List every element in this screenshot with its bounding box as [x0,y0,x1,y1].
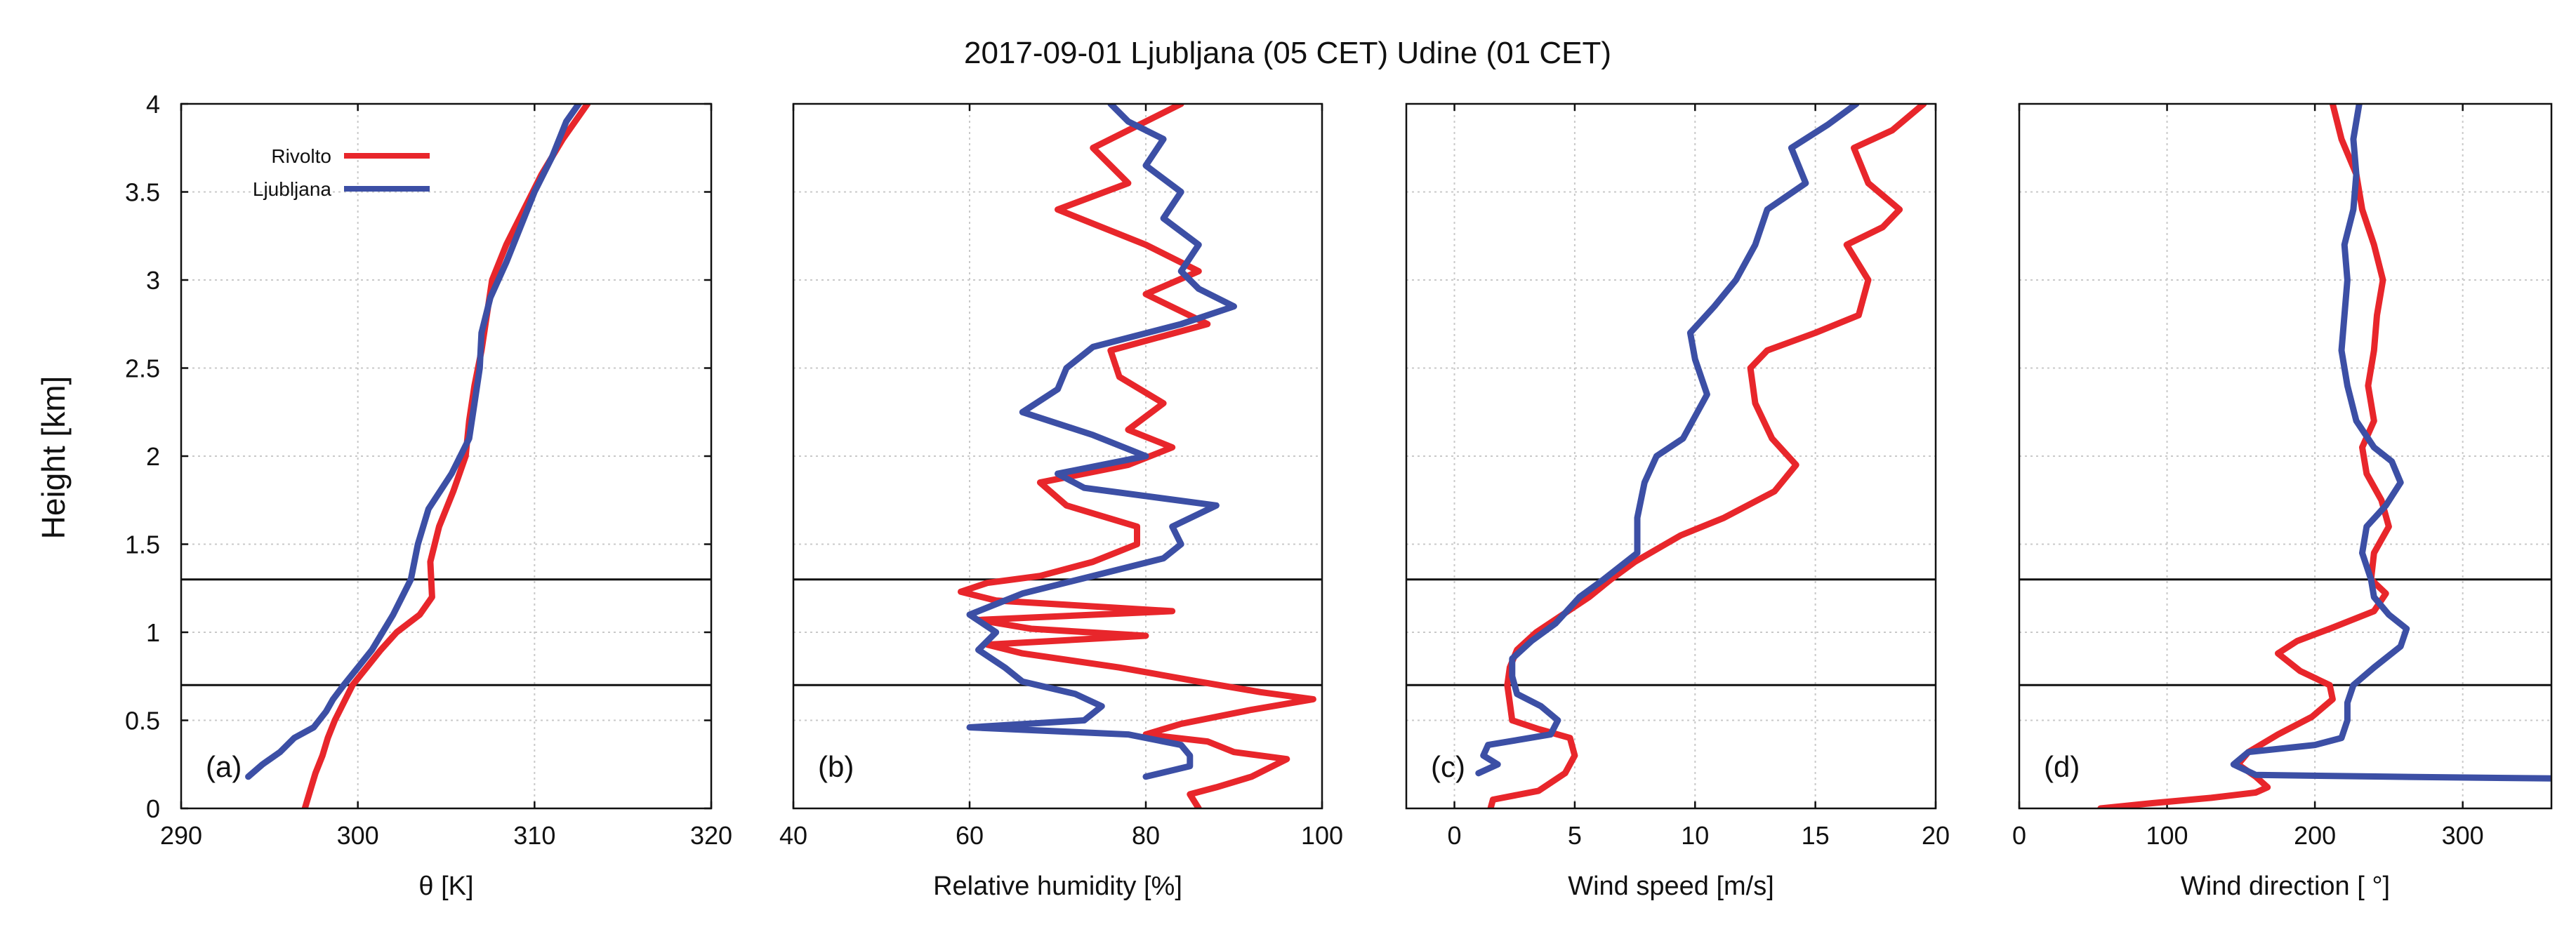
series-rivolto-line [1487,104,1927,808]
panel-3: 0 100 200 300 (d) Wind direction [ °] [2012,102,2553,901]
x-tick-label: 300 [337,821,379,850]
x-axis-label: Relative humidity [%] [933,872,1182,901]
figure-title: 2017-09-01 Ljubljana (05 CET) Udine (01 … [964,36,1611,70]
x-axis-label: Wind direction [ °] [2181,872,2390,901]
x-tick-label: 20 [1922,821,1950,850]
series-rivolto-line [958,104,1316,808]
x-tick-label: 10 [1681,821,1709,850]
series-rivolto-line [301,104,591,808]
series-ljubljana-line [1475,104,1860,777]
x-tick-label: 80 [1132,821,1160,850]
x-tick-label: 0 [2012,821,2026,850]
x-axis-label: θ [K] [418,872,473,901]
x-tick-label: 40 [779,821,807,850]
x-tick-label: 320 [690,821,732,850]
x-tick-label: 290 [160,821,202,850]
panel-label: (c) [1431,750,1465,783]
x-tick-label: 300 [2442,821,2484,850]
y-tick-label: 0 [146,794,160,823]
y-tick-label: 2 [146,442,160,471]
y-tick-label: 4 [146,90,160,119]
series-ljubljana-line [2230,104,2551,782]
y-tick-label: 3.5 [125,178,160,207]
x-tick-label: 200 [2294,821,2336,850]
panel-label: (b) [818,750,854,783]
plot-frame [2018,102,2553,810]
plot-frame [1405,102,1937,810]
y-tick-label: 1 [146,618,160,647]
y-tick-label: 3 [146,266,160,295]
x-tick-label: 5 [1568,821,1582,850]
y-axis-label: Height [km] [35,376,72,540]
plot-frame [792,102,1323,810]
plot-frame [180,102,713,810]
series-ljubljana-line [245,104,582,780]
y-tick-label: 0.5 [125,707,160,735]
series-ljubljana-line [966,104,1237,780]
x-tick-label: 60 [956,821,984,850]
x-tick-label: 15 [1802,821,1830,850]
panel-label: (a) [206,750,242,783]
panel-1: 40 60 80 100 (b) Relative humidity [%] [779,102,1343,901]
panel-2: 0 5 10 15 20 (c) Wind speed [m/s] [1405,102,1950,901]
y-tick-label: 1.5 [125,531,160,559]
y-tick-label: 2.5 [125,354,160,383]
x-tick-label: 0 [1448,821,1462,850]
legend-entry-ljubljana: Ljubljana [253,178,332,200]
x-tick-label: 310 [513,821,555,850]
panel-0: 290 300 310 320 0 0.5 1 1.5 2 2.5 3 3.5 4 (a) θ [K] Riv… [125,90,732,901]
legend-entry-rivolto: Rivolto [271,145,331,167]
x-tick-label: 100 [1301,821,1343,850]
x-axis-label: Wind speed [m/s] [1568,872,1774,901]
panels: 290 300 310 320 0 0.5 1 1.5 2 2.5 3 3.5 4 (a) θ [K] Riv… [125,90,2553,901]
x-tick-label: 100 [2146,821,2188,850]
panel-label: (d) [2044,750,2080,783]
legend: Rivolto Ljubljana [253,145,430,200]
